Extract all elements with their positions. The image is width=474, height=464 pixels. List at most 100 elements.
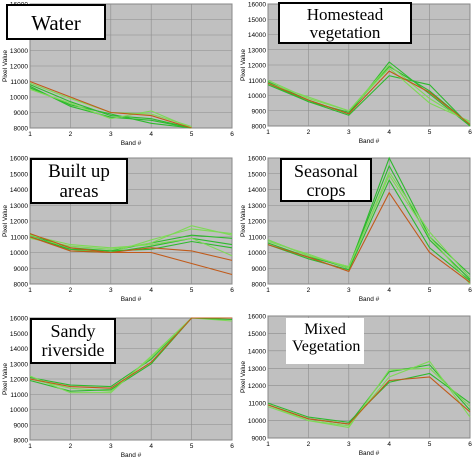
series-line-7: [29, 236, 233, 261]
y-tick-label: 9000: [14, 422, 29, 429]
y-axis-label: Pixel Value: [2, 205, 9, 237]
x-tick-label: 4: [149, 131, 153, 138]
y-tick-label: 16000: [248, 156, 266, 163]
y-tick-label: 8000: [252, 124, 267, 131]
y-tick-label: 13000: [10, 361, 28, 368]
y-tick-label: 12000: [10, 219, 28, 226]
x-tick-label: 2: [307, 287, 311, 294]
y-tick-label: 8000: [14, 438, 29, 445]
y-tick-label: 13000: [248, 47, 266, 54]
x-tick-label: 4: [387, 129, 391, 136]
y-axis-label: Pixel Value: [240, 205, 247, 237]
x-axis-label: Band #: [121, 140, 142, 147]
series-line-3: [267, 178, 471, 282]
x-tick-label: 1: [266, 441, 270, 448]
y-tick-label: 12000: [248, 219, 266, 226]
chart-panel-built-up-areas: 8000 9000 10000 11000 12000 13000 14000 15000 16…: [0, 154, 236, 308]
y-tick-label: 14000: [248, 32, 266, 39]
x-tick-label: 4: [149, 287, 153, 294]
series-line-4: [267, 67, 471, 122]
y-tick-label: 10000: [248, 250, 266, 257]
x-tick-label: 4: [387, 441, 391, 448]
y-tick-label: 16000: [248, 2, 266, 9]
series-line-4: [29, 88, 192, 129]
series-line-5: [29, 80, 192, 129]
series-line-5: [29, 234, 233, 257]
x-tick-label: 6: [230, 443, 234, 450]
y-tick-label: 13000: [248, 203, 266, 210]
x-tick-label: 6: [230, 287, 234, 294]
series-line-0: [29, 84, 192, 129]
y-tick-label: 16000: [248, 314, 266, 321]
y-tick-label: 14000: [10, 187, 28, 194]
x-tick-label: 5: [428, 441, 432, 448]
x-tick-label: 6: [230, 131, 234, 138]
y-tick-label: 11000: [10, 79, 28, 86]
x-tick-label: 5: [190, 443, 194, 450]
x-tick-label: 1: [266, 129, 270, 136]
series-line-4: [267, 376, 471, 425]
y-tick-label: 15000: [10, 171, 28, 178]
y-tick-label: 11000: [10, 234, 28, 241]
y-tick-label: 10000: [248, 418, 266, 425]
y-axis-label: Pixel Value: [2, 363, 9, 395]
x-axis-label: Band #: [121, 452, 142, 459]
x-tick-label: 3: [109, 131, 113, 138]
x-tick-label: 1: [28, 287, 32, 294]
y-tick-label: 13000: [248, 366, 266, 373]
chart-title-sandy-riverside: Sandy riverside: [30, 318, 116, 364]
x-tick-label: 3: [347, 441, 351, 448]
y-tick-label: 11000: [248, 234, 266, 241]
y-tick-label: 12000: [10, 64, 28, 71]
y-tick-label: 11000: [10, 392, 28, 399]
chart-panel-seasonal-crops: 8000 9000 10000 11000 12000 13000 14000 15000 16…: [238, 154, 474, 308]
chart-panel-homestead-vegetation: 8000 9000 10000 11000 12000 13000 14000 15000 16…: [238, 0, 474, 152]
y-tick-label: 15000: [248, 331, 266, 338]
chart-title-built-up-areas: Built up areas: [30, 158, 128, 204]
x-tick-label: 2: [69, 131, 73, 138]
y-tick-label: 12000: [10, 377, 28, 384]
series-line-6: [29, 233, 233, 276]
y-tick-label: 9000: [14, 266, 29, 273]
y-tick-label: 10000: [10, 95, 28, 102]
y-tick-label: 11000: [248, 401, 266, 408]
y-tick-label: 14000: [248, 348, 266, 355]
x-tick-label: 1: [28, 131, 32, 138]
x-tick-label: 3: [109, 287, 113, 294]
x-tick-label: 4: [149, 443, 153, 450]
chart-sandy-riverside: 8000 9000 10000 11000 12000 13000 14000 15000 16…: [2, 316, 234, 460]
x-tick-label: 6: [468, 129, 472, 136]
y-tick-label: 15000: [248, 171, 266, 178]
y-tick-label: 16000: [10, 316, 28, 323]
series-line-5: [267, 191, 471, 283]
y-tick-label: 11000: [248, 78, 266, 85]
x-tick-label: 3: [347, 287, 351, 294]
chart-title-water: Water: [6, 4, 106, 40]
y-tick-label: 14000: [10, 346, 28, 353]
chart-title-seasonal-crops: Seasonal crops: [280, 158, 372, 202]
y-tick-label: 10000: [10, 250, 28, 257]
x-tick-label: 2: [69, 443, 73, 450]
y-tick-label: 12000: [248, 383, 266, 390]
y-axis-label: Pixel Value: [240, 361, 247, 393]
y-tick-label: 8000: [14, 126, 29, 133]
y-tick-label: 14000: [248, 187, 266, 194]
chart-title-homestead-vegetation: Homestead vegetation: [278, 2, 412, 44]
series-line-5: [267, 70, 471, 125]
x-axis-label: Band #: [121, 296, 142, 303]
y-tick-label: 10000: [10, 407, 28, 414]
y-tick-label: 9000: [252, 436, 267, 443]
x-tick-label: 6: [468, 441, 472, 448]
y-tick-label: 13000: [10, 203, 28, 210]
y-tick-label: 15000: [10, 331, 28, 338]
y-tick-label: 9000: [252, 108, 267, 115]
chart-panel-water: 8000900010000110001200013000140001500016…: [0, 0, 236, 152]
x-tick-label: 4: [387, 287, 391, 294]
series-line-2: [267, 64, 471, 124]
x-tick-label: 5: [428, 129, 432, 136]
series-line-4: [267, 174, 471, 285]
y-tick-label: 15000: [248, 17, 266, 24]
y-tick-label: 10000: [248, 93, 266, 100]
series-line-3: [267, 75, 471, 127]
chart-panel-mixed-vegetation: 9000 10000 11000 12000 13000 14000 15000 16000 1…: [238, 310, 474, 464]
